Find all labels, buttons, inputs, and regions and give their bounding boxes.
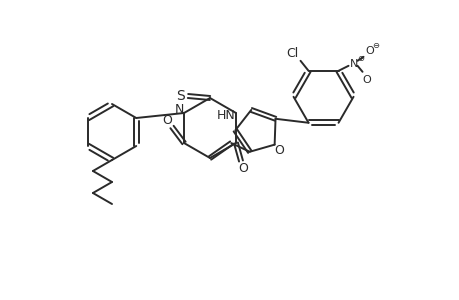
Text: O: O	[237, 161, 247, 175]
Text: HN: HN	[216, 109, 235, 122]
Text: N: N	[174, 103, 183, 116]
Text: O: O	[364, 46, 373, 56]
Text: S: S	[176, 89, 185, 103]
Text: O: O	[162, 113, 172, 127]
Text: ⊖: ⊖	[371, 41, 378, 50]
Text: O: O	[361, 75, 370, 85]
Text: N: N	[350, 59, 358, 69]
Text: Cl: Cl	[286, 47, 298, 60]
Text: ⊕: ⊕	[356, 54, 363, 63]
Text: O: O	[274, 144, 284, 157]
